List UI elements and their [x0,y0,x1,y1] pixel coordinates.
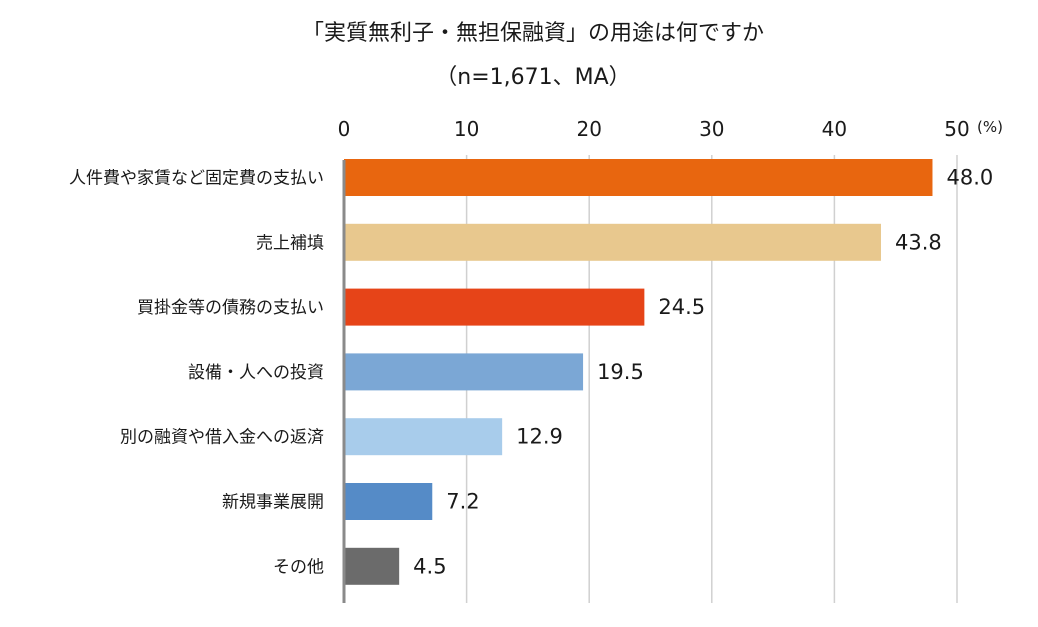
x-tick-label: 40 [822,117,847,141]
x-tick-label: 0 [338,117,351,141]
bar [344,418,503,456]
category-label: 人件費や家賃など固定費の支払い [69,169,324,189]
x-tick-label: 10 [454,117,479,141]
x-tick-label: 20 [576,117,601,141]
value-label: 19.5 [597,360,644,384]
chart-title: 「実質無利子・無担保融資」の用途は何ですか [301,21,764,46]
chart-subtitle: （n=1,671、MA） [435,65,631,90]
value-label: 4.5 [413,554,446,578]
category-label: 新規事業展開 [222,493,324,513]
value-label: 43.8 [895,230,942,254]
bar [344,547,400,585]
value-labels: 48.0 43.8 24.5 19.5 12.9 7.2 4.5 [413,166,993,579]
bar [344,288,645,326]
bar [344,223,881,261]
category-label: 設備・人への投資 [188,363,324,383]
unit-label: (%) [977,118,1003,136]
value-label: 12.9 [516,425,563,449]
bar [344,159,933,196]
category-label: 買掛金等の債務の支払い [137,298,324,318]
x-tick-label: 50 [944,117,969,141]
category-label: 売上補填 [256,233,324,253]
category-labels: 人件費や家賃など固定費の支払い売上補填買掛金等の債務の支払い設備・人への投資別の… [69,169,324,578]
value-label: 24.5 [658,295,705,319]
value-label: 7.2 [446,490,479,514]
x-tick-label: 30 [699,117,724,141]
bars [344,159,933,585]
category-label: 別の融資や借入金への返済 [120,428,324,448]
x-axis-ticks: 0 10 20 30 40 50 [338,117,970,141]
value-label: 48.0 [946,166,993,190]
bar [344,353,584,391]
bar [344,483,433,520]
category-label: その他 [273,557,324,577]
